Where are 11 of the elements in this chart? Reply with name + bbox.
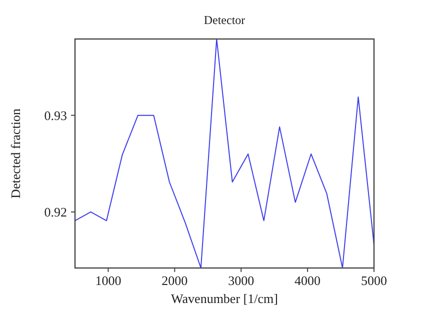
line-series <box>75 38 374 268</box>
y-tick-label: 0.92 <box>44 204 67 220</box>
x-tick-label: 3000 <box>228 273 254 288</box>
y-axis-title: Detected fraction <box>8 108 23 198</box>
x-tick-label: 5000 <box>361 273 387 288</box>
x-tick-label: 2000 <box>162 273 188 288</box>
x-tick-label: 1000 <box>95 273 122 288</box>
chart-title: Detector <box>204 13 246 27</box>
y-tick-label: 0.93 <box>44 108 67 123</box>
x-axis-title: Wavenumber [1/cm] <box>171 291 278 306</box>
x-tick-label: 4000 <box>294 273 321 288</box>
